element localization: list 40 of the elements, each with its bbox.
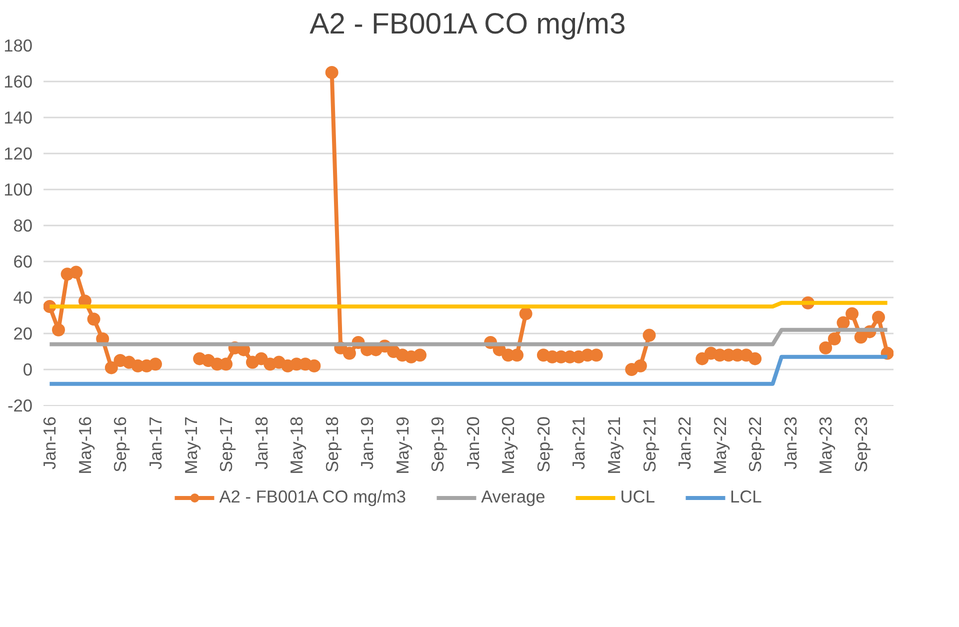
x-tick-label: May-20 <box>498 416 518 474</box>
y-tick-label: 20 <box>13 324 33 344</box>
x-tick-label: Jan-19 <box>357 416 378 470</box>
x-tick-label: Sep-21 <box>639 416 660 472</box>
legend-label: UCL <box>620 486 655 508</box>
chart-title: A2 - FB001A CO mg/m3 <box>310 8 626 40</box>
x-tick-label: May-23 <box>816 416 836 474</box>
x-tick-label: Jan-23 <box>780 416 800 470</box>
x-tick-label: May-16 <box>74 416 95 474</box>
y-tick-label: 140 <box>4 108 33 128</box>
x-tick-label: Sep-18 <box>322 416 342 472</box>
y-tick-label: 0 <box>22 360 33 380</box>
legend-label: Average <box>481 486 546 508</box>
y-tick-label: 80 <box>13 216 33 236</box>
y-tick-label: 60 <box>13 252 33 272</box>
x-tick-label: May-17 <box>180 416 201 474</box>
x-tick-label: Jan-20 <box>462 416 483 470</box>
x-tick-label: Jan-17 <box>145 416 166 470</box>
x-tick-label: Sep-20 <box>533 416 554 472</box>
x-tick-label: Jan-22 <box>674 416 695 470</box>
x-tick-label: May-19 <box>392 416 412 474</box>
y-tick-label: 40 <box>13 288 33 308</box>
x-tick-label: May-21 <box>604 416 624 474</box>
x-tick-label: Sep-17 <box>216 416 236 472</box>
y-tick-label: 160 <box>4 72 33 92</box>
y-tick-label: 120 <box>4 144 33 164</box>
y-tick-label: 180 <box>4 36 33 56</box>
x-tick-label: Sep-16 <box>110 416 130 472</box>
x-tick-label: May-18 <box>286 416 307 474</box>
x-tick-label: Sep-22 <box>745 416 766 472</box>
x-tick-label: Jan-18 <box>251 416 272 470</box>
legend-label: LCL <box>730 486 762 508</box>
x-tick-label: May-22 <box>710 416 730 474</box>
x-tick-label: Sep-19 <box>428 416 448 472</box>
x-tick-label: Jan-21 <box>568 416 589 470</box>
legend-label: A2 - FB001A CO mg/m3 <box>219 486 406 508</box>
x-tick-label: Jan-16 <box>40 416 60 470</box>
x-tick-label: Sep-23 <box>850 416 871 472</box>
y-tick-label: 100 <box>4 180 33 200</box>
y-tick-label: -20 <box>7 396 32 416</box>
